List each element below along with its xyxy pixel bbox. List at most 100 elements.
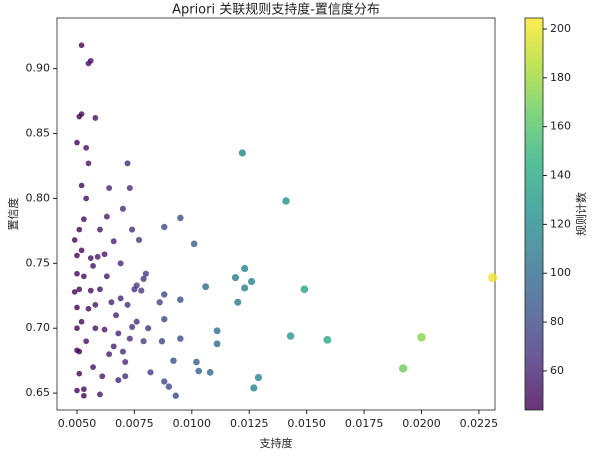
point — [74, 347, 80, 354]
point — [74, 252, 80, 259]
point — [108, 299, 115, 306]
point — [241, 264, 249, 273]
y-tick-label: 0.65 — [26, 386, 51, 399]
point — [76, 113, 83, 120]
colorbar-tick-label: 60 — [550, 364, 564, 377]
point — [113, 312, 120, 319]
x-tick-label: 0.0100 — [173, 417, 212, 430]
point — [85, 60, 92, 67]
colorbar-label: 规则计数 — [574, 192, 588, 236]
point — [117, 260, 124, 267]
point — [140, 275, 147, 282]
point — [158, 338, 166, 345]
point — [206, 368, 214, 376]
point — [177, 296, 184, 303]
point — [286, 332, 295, 340]
point — [83, 195, 90, 202]
colorbar-tick-label: 140 — [550, 169, 571, 182]
colorbar-tick-label: 100 — [550, 266, 571, 279]
point — [81, 216, 87, 223]
point — [74, 387, 80, 394]
point — [78, 247, 85, 254]
point — [85, 305, 92, 312]
point — [97, 286, 103, 293]
point — [122, 358, 129, 365]
point — [124, 301, 131, 308]
point — [101, 251, 108, 258]
point — [92, 325, 99, 332]
point — [81, 386, 87, 393]
point — [161, 315, 168, 323]
point — [398, 364, 408, 373]
point — [97, 391, 103, 398]
point — [213, 340, 221, 348]
point — [74, 270, 80, 277]
point — [90, 364, 96, 371]
point — [488, 273, 498, 283]
x-tick-label: 0.0050 — [58, 417, 97, 430]
point — [138, 287, 145, 294]
point — [119, 348, 126, 355]
point — [282, 197, 290, 205]
point — [103, 213, 110, 220]
colorbar-tick-label: 180 — [550, 71, 571, 84]
x-tick-label: 0.0225 — [460, 417, 499, 430]
point — [213, 327, 221, 335]
point — [135, 236, 143, 244]
chart-title: Apriori 关联规则支持度-置信度分布 — [172, 2, 380, 18]
point — [254, 373, 263, 382]
point — [78, 318, 85, 325]
point — [90, 263, 96, 269]
x-tick-label: 0.0125 — [230, 417, 269, 430]
x-tick-label: 0.0150 — [287, 417, 326, 430]
y-tick-label: 0.90 — [26, 62, 51, 75]
colorbar-tick-label: 80 — [550, 315, 564, 328]
point — [115, 377, 122, 384]
point — [170, 357, 177, 364]
y-tick-label: 0.85 — [26, 127, 51, 140]
x-axis-label: 支持度 — [260, 436, 293, 450]
x-tick-label: 0.0175 — [345, 417, 384, 430]
point — [78, 42, 85, 49]
point — [131, 286, 138, 293]
plot-frame — [56, 17, 496, 411]
point — [110, 238, 117, 245]
point — [87, 255, 94, 261]
point — [417, 333, 426, 342]
colorbar — [524, 17, 544, 411]
point — [99, 373, 106, 380]
point — [94, 253, 101, 260]
colorbar-tick-label: 160 — [550, 120, 571, 133]
point — [110, 343, 117, 350]
point — [71, 289, 78, 295]
point — [300, 285, 309, 294]
point — [81, 273, 87, 280]
point — [76, 286, 83, 293]
point — [76, 370, 83, 377]
point — [165, 383, 173, 390]
point — [142, 270, 150, 277]
point — [87, 287, 94, 294]
point — [78, 182, 85, 189]
point — [161, 223, 168, 231]
point — [161, 378, 168, 385]
point — [172, 392, 179, 399]
point — [250, 384, 258, 392]
point — [106, 185, 113, 191]
point — [83, 338, 90, 345]
point — [177, 335, 184, 342]
point — [103, 273, 110, 280]
point — [231, 274, 240, 282]
point — [74, 304, 80, 311]
point — [147, 369, 154, 376]
point — [193, 358, 200, 366]
point — [106, 351, 113, 358]
point — [126, 184, 133, 192]
point — [129, 226, 136, 233]
point — [122, 373, 129, 380]
point — [71, 237, 78, 243]
y-axis-label: 置信度 — [6, 198, 20, 231]
point — [74, 139, 80, 146]
point — [161, 291, 168, 298]
